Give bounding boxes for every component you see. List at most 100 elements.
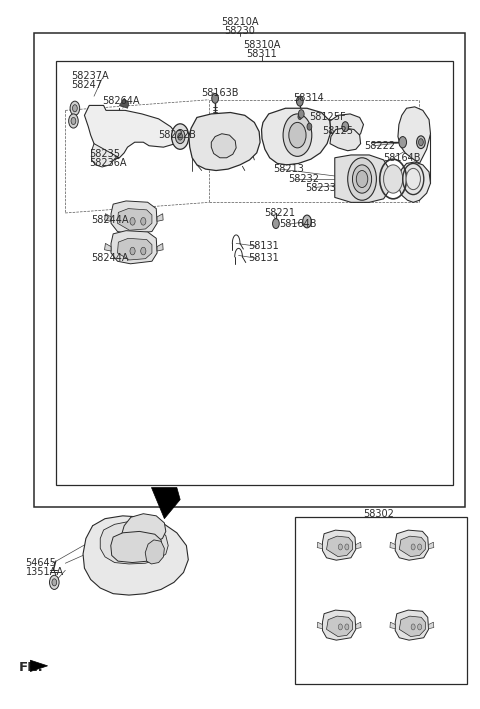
Circle shape bbox=[418, 624, 421, 630]
Polygon shape bbox=[189, 113, 260, 171]
Text: 58233: 58233 bbox=[305, 182, 336, 193]
Polygon shape bbox=[157, 243, 163, 251]
Polygon shape bbox=[121, 514, 166, 544]
Polygon shape bbox=[323, 530, 356, 560]
Circle shape bbox=[303, 215, 312, 228]
Polygon shape bbox=[105, 213, 111, 221]
Text: 58210A: 58210A bbox=[221, 17, 259, 27]
Circle shape bbox=[418, 544, 421, 550]
Circle shape bbox=[141, 247, 146, 255]
Circle shape bbox=[399, 137, 407, 148]
Polygon shape bbox=[395, 530, 429, 560]
Polygon shape bbox=[429, 622, 434, 629]
Circle shape bbox=[417, 136, 425, 149]
Text: 58310A: 58310A bbox=[243, 40, 280, 50]
Polygon shape bbox=[105, 243, 111, 251]
Text: 58221: 58221 bbox=[264, 208, 295, 218]
Circle shape bbox=[384, 165, 403, 193]
Text: 58222B: 58222B bbox=[158, 130, 196, 140]
Circle shape bbox=[348, 158, 376, 200]
Text: 58302: 58302 bbox=[363, 510, 394, 520]
Text: 58125F: 58125F bbox=[310, 113, 346, 123]
Circle shape bbox=[352, 165, 372, 193]
Polygon shape bbox=[335, 155, 389, 202]
Circle shape bbox=[130, 247, 135, 255]
Circle shape bbox=[342, 122, 348, 132]
Text: 58235: 58235 bbox=[89, 150, 120, 160]
Text: 58230: 58230 bbox=[225, 26, 255, 36]
Text: 1351AA: 1351AA bbox=[25, 567, 64, 577]
Polygon shape bbox=[100, 522, 168, 564]
Text: 58125: 58125 bbox=[323, 126, 353, 136]
Text: 58164B: 58164B bbox=[384, 152, 421, 163]
Circle shape bbox=[419, 139, 423, 146]
Polygon shape bbox=[111, 201, 157, 234]
Text: 58213: 58213 bbox=[274, 164, 304, 174]
Text: 58236A: 58236A bbox=[89, 158, 126, 169]
Text: 58131: 58131 bbox=[249, 241, 279, 251]
Circle shape bbox=[411, 624, 415, 630]
Circle shape bbox=[52, 579, 57, 586]
Circle shape bbox=[297, 96, 303, 106]
Circle shape bbox=[72, 105, 77, 112]
Text: 58244A: 58244A bbox=[92, 253, 129, 263]
Text: 58131: 58131 bbox=[249, 253, 279, 263]
Polygon shape bbox=[398, 107, 431, 164]
Circle shape bbox=[356, 171, 368, 187]
Circle shape bbox=[178, 133, 182, 140]
Text: 58247: 58247 bbox=[72, 80, 103, 90]
Polygon shape bbox=[118, 208, 152, 230]
Polygon shape bbox=[317, 542, 323, 549]
Circle shape bbox=[70, 101, 80, 116]
Circle shape bbox=[71, 118, 76, 125]
Bar bbox=[34, 33, 465, 507]
Circle shape bbox=[69, 114, 78, 128]
Polygon shape bbox=[317, 622, 323, 629]
Polygon shape bbox=[84, 106, 178, 160]
Bar bbox=[56, 61, 453, 486]
Circle shape bbox=[345, 624, 349, 630]
Polygon shape bbox=[399, 536, 425, 557]
Polygon shape bbox=[111, 230, 157, 264]
Circle shape bbox=[273, 218, 279, 228]
Text: 58244A: 58244A bbox=[92, 215, 129, 225]
Text: 58232: 58232 bbox=[288, 174, 319, 184]
Polygon shape bbox=[30, 660, 48, 671]
Polygon shape bbox=[326, 616, 353, 637]
Polygon shape bbox=[152, 488, 180, 519]
Polygon shape bbox=[262, 108, 331, 165]
Circle shape bbox=[141, 218, 146, 225]
Polygon shape bbox=[398, 162, 431, 202]
Text: 58163B: 58163B bbox=[201, 88, 238, 98]
Text: FR.: FR. bbox=[19, 661, 44, 674]
Polygon shape bbox=[429, 542, 434, 549]
Text: 58237A: 58237A bbox=[72, 72, 109, 82]
Circle shape bbox=[130, 218, 135, 225]
Circle shape bbox=[49, 575, 59, 589]
Polygon shape bbox=[83, 516, 188, 595]
Circle shape bbox=[345, 544, 349, 550]
Polygon shape bbox=[92, 144, 120, 167]
Polygon shape bbox=[211, 134, 236, 158]
Circle shape bbox=[411, 544, 415, 550]
Polygon shape bbox=[157, 213, 163, 221]
Text: 58314: 58314 bbox=[294, 94, 324, 104]
Polygon shape bbox=[118, 238, 152, 260]
Polygon shape bbox=[145, 540, 164, 564]
Circle shape bbox=[406, 169, 420, 189]
Polygon shape bbox=[356, 542, 361, 549]
Polygon shape bbox=[356, 622, 361, 629]
Circle shape bbox=[307, 123, 312, 130]
Circle shape bbox=[212, 94, 218, 104]
Polygon shape bbox=[330, 114, 363, 141]
Polygon shape bbox=[111, 532, 162, 562]
Circle shape bbox=[298, 114, 302, 120]
Circle shape bbox=[299, 110, 304, 118]
Polygon shape bbox=[323, 610, 356, 640]
Polygon shape bbox=[330, 128, 360, 151]
Text: 58264A: 58264A bbox=[103, 96, 140, 106]
Circle shape bbox=[338, 624, 342, 630]
Circle shape bbox=[171, 124, 189, 150]
Text: 54645: 54645 bbox=[25, 558, 57, 568]
Text: 58222: 58222 bbox=[364, 141, 396, 151]
